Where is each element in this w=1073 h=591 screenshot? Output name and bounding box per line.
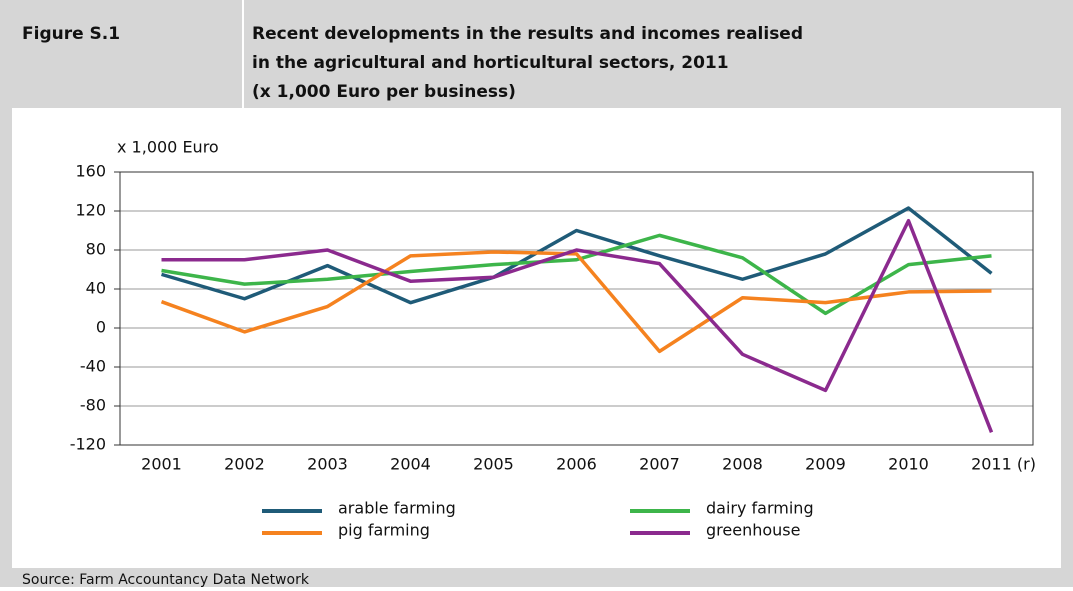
x-tick-label: 2006 bbox=[556, 455, 597, 474]
header-separator bbox=[242, 0, 244, 108]
source: Source: Farm Accountancy Data Network bbox=[22, 572, 310, 587]
x-tick-label: 2003 bbox=[307, 455, 348, 474]
series-line bbox=[161, 206, 993, 305]
x-tick-label: 2008 bbox=[722, 455, 763, 474]
y-tick-label: -40 bbox=[80, 357, 106, 376]
y-tick-label: 80 bbox=[86, 240, 106, 259]
title-line: Recent developments in the results and i… bbox=[252, 24, 803, 44]
x-tick-label: 2004 bbox=[390, 455, 431, 474]
series-line bbox=[161, 233, 992, 316]
figure-label: Figure S.1 bbox=[22, 24, 120, 44]
y-tick-label: -80 bbox=[80, 396, 106, 415]
y-axis-label: x 1,000 Euro bbox=[117, 138, 219, 157]
x-tick-label: 2001 bbox=[141, 455, 182, 474]
y-tick-label: 0 bbox=[96, 318, 106, 337]
x-tick-label: 2009 bbox=[805, 455, 846, 474]
y-tick-label: -120 bbox=[70, 435, 106, 454]
x-tick-label: 2011 (r) bbox=[971, 455, 1036, 474]
y-tick-label: 160 bbox=[75, 162, 106, 181]
plot-frame bbox=[119, 171, 1034, 446]
series-line bbox=[161, 219, 994, 433]
y-tick-label: 40 bbox=[86, 279, 106, 298]
x-tick-label: 2005 bbox=[473, 455, 514, 474]
title-line: in the agricultural and horticultural se… bbox=[252, 53, 729, 73]
x-tick-label: 2010 bbox=[888, 455, 929, 474]
title-line: (x 1,000 Euro per business) bbox=[252, 82, 516, 102]
panel bbox=[12, 108, 1061, 568]
x-tick-label: 2007 bbox=[639, 455, 680, 474]
series-line bbox=[160, 250, 992, 354]
x-tick-label: 2002 bbox=[224, 455, 265, 474]
y-tick-label: 120 bbox=[75, 201, 106, 220]
legend-label: arable farming bbox=[338, 499, 456, 518]
legend-label: pig farming bbox=[338, 521, 430, 540]
legend-label: greenhouse bbox=[706, 521, 800, 540]
legend-label: dairy farming bbox=[706, 499, 814, 518]
